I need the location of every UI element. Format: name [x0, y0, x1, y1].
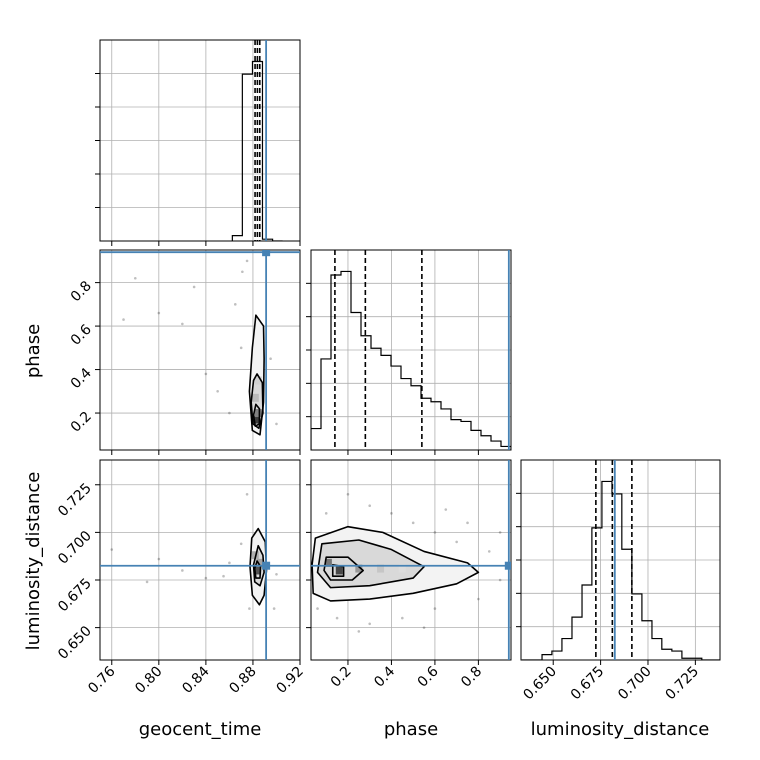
density-cell — [254, 409, 262, 418]
density-cell — [335, 566, 343, 575]
scatter-point — [122, 318, 125, 321]
scatter-point — [272, 607, 276, 610]
scatter-point — [245, 492, 249, 496]
scatter-point — [357, 630, 361, 633]
density-frame — [99, 249, 301, 451]
axis-labels: geocent_time phase luminosity_distance p… — [23, 324, 709, 740]
histogram-step-line — [521, 480, 720, 660]
scatter-point — [498, 531, 502, 534]
scatter-point — [487, 550, 491, 553]
contour-line — [316, 539, 425, 589]
scatter-point — [498, 578, 502, 582]
scatter-point — [192, 285, 196, 289]
scatter-point — [239, 542, 243, 546]
density-cell — [398, 564, 406, 573]
scatter-point — [133, 276, 137, 280]
scatter-point — [181, 322, 184, 326]
scatter-point — [335, 616, 339, 620]
scatter-point — [433, 531, 437, 534]
density-cell — [377, 564, 385, 573]
truth-marker — [262, 250, 271, 257]
scatter-point — [157, 557, 161, 561]
scatter-point — [204, 372, 208, 376]
density-cell — [253, 566, 261, 575]
scatter-point — [269, 357, 272, 360]
scatter-point — [346, 492, 350, 496]
density-cell — [252, 415, 260, 424]
scatter-point — [204, 576, 208, 580]
scatter-point — [411, 521, 415, 525]
scatter-point — [228, 561, 231, 565]
scatter-point — [248, 607, 251, 610]
scatter-point — [245, 259, 249, 263]
contour-line — [248, 314, 265, 436]
density-cell — [251, 393, 259, 402]
x-axis-label-geocent-time: geocent_time — [139, 719, 262, 740]
scatter-point — [466, 521, 469, 525]
scatter-point — [181, 569, 184, 572]
contour-line — [252, 544, 265, 587]
scatter-point — [216, 390, 219, 393]
contour-line — [323, 556, 364, 581]
scatter-point — [157, 311, 161, 315]
scatter-point — [368, 622, 371, 626]
x-axis-label-phase: phase — [384, 719, 438, 740]
scatter-point — [455, 540, 458, 544]
y-axis-label-luminosity-distance: luminosity_distance — [23, 472, 44, 651]
truth-marker — [504, 561, 511, 570]
scatter-point — [368, 504, 371, 508]
density-cell — [355, 564, 363, 573]
scatter-point — [233, 303, 237, 306]
contour-line — [311, 525, 480, 602]
scatter-point — [477, 597, 480, 601]
histogram-step-line — [311, 270, 511, 450]
scatter-point — [239, 346, 243, 350]
y-axis-label-phase: phase — [23, 324, 44, 378]
density-frame — [310, 459, 512, 661]
scatter-point — [433, 607, 437, 610]
histogram-step-line — [231, 60, 283, 241]
density-cell — [324, 558, 332, 567]
scatter-point — [145, 580, 149, 584]
scatter-point — [275, 422, 278, 426]
scatter-point — [275, 572, 278, 576]
density-frame — [99, 459, 301, 661]
scatter-point — [222, 574, 225, 578]
x-axis-label-luminosity-distance: luminosity_distance — [531, 719, 710, 740]
scatter-point — [401, 616, 404, 620]
scatter-point — [422, 626, 426, 629]
scatter-point — [324, 512, 328, 515]
density-cell — [256, 558, 264, 567]
scatter-point — [110, 548, 114, 551]
scatter-point — [390, 512, 393, 515]
scatter-point — [228, 411, 231, 415]
contour-line — [252, 403, 261, 427]
histogram-panel-geocent_time — [95, 39, 301, 246]
scatter-point — [444, 508, 448, 511]
scatter-point — [316, 607, 319, 610]
histogram-panel-phase — [306, 249, 512, 455]
density-cell — [254, 376, 262, 385]
truth-marker — [262, 561, 271, 570]
scatter-point — [241, 270, 244, 274]
